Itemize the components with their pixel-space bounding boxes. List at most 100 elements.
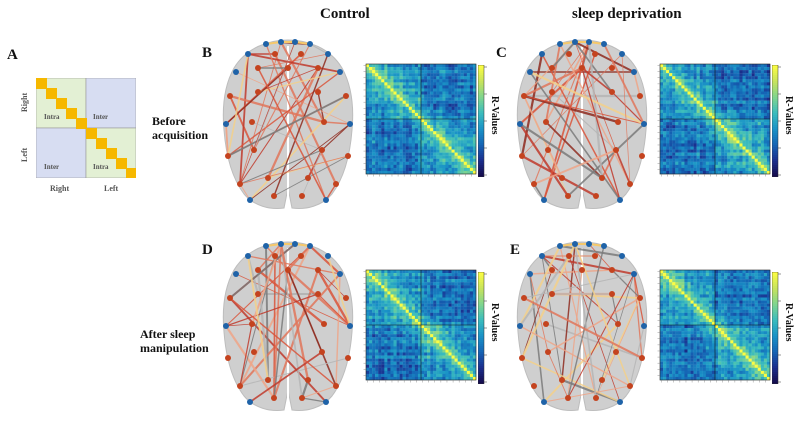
heatmap-cell — [442, 140, 446, 144]
heatmap-cell — [711, 106, 716, 110]
heatmap-cell — [436, 303, 440, 307]
heatmap-cell — [672, 309, 676, 313]
heatmap-cell — [442, 358, 446, 362]
heatmap-cell — [763, 297, 768, 301]
heatmap-cell — [369, 321, 373, 326]
heatmap-cell — [399, 273, 403, 277]
heatmap-cell — [727, 137, 731, 141]
network-edge — [321, 123, 351, 151]
row-label-after-line1: After sleep — [140, 327, 196, 341]
heatmap-cell — [414, 167, 419, 172]
heatmap-cell — [393, 149, 397, 153]
heatmap-cell — [378, 143, 382, 147]
heatmap-cell — [421, 137, 425, 141]
heatmap-cell — [421, 270, 425, 274]
heatmap-cell — [433, 273, 437, 277]
heatmap-cell — [696, 140, 700, 144]
heatmap-cell — [445, 85, 449, 89]
heatmap-cell — [378, 164, 382, 169]
heatmap-cell — [469, 297, 474, 301]
heatmap-cell — [439, 82, 443, 86]
heatmap-cell — [451, 91, 455, 95]
electrode-node — [323, 399, 329, 405]
heatmap-cell — [372, 373, 376, 378]
heatmap-cell — [757, 161, 761, 165]
heatmap-cell — [681, 103, 685, 107]
heatmap-cell — [702, 312, 706, 316]
heatmap-cell — [445, 367, 449, 371]
heatmap-cell — [451, 158, 455, 162]
heatmap-cell — [721, 294, 725, 298]
heatmap-cell — [424, 106, 428, 110]
heatmap-cell — [393, 276, 397, 280]
heatmap-cell — [433, 340, 437, 344]
heatmap-cell — [454, 349, 458, 353]
heatmap-cell — [748, 297, 752, 301]
heatmap-cell — [372, 137, 376, 141]
heatmap-cell — [460, 300, 464, 304]
heatmap-cell — [742, 306, 746, 310]
heatmap-cell — [742, 79, 746, 83]
heatmap-cell — [460, 155, 464, 159]
heatmap-cell — [417, 140, 422, 144]
heatmap-cell — [405, 97, 409, 101]
heatmap-cell — [708, 315, 713, 320]
heatmap-cell — [739, 164, 743, 169]
heatmap-cell — [766, 112, 771, 117]
heatmap-cell — [433, 161, 437, 165]
heatmap-cell — [393, 328, 397, 332]
heatmap-cell — [430, 300, 434, 304]
heatmap-cell — [424, 331, 428, 335]
heatmap-cell — [693, 297, 697, 301]
heatmap-cell — [745, 146, 749, 150]
heatmap-cell — [736, 300, 740, 304]
heatmap-cell — [708, 303, 713, 307]
heatmap-cell — [439, 79, 443, 83]
heatmap-cell — [427, 125, 431, 129]
heatmap-cell — [436, 334, 440, 338]
heatmap-cell — [384, 300, 388, 304]
heatmap-cell — [372, 125, 376, 129]
heatmap-cell — [715, 270, 719, 274]
heatmap-cell — [433, 167, 437, 172]
heatmap-cell — [445, 361, 449, 365]
heatmap-cell — [369, 85, 373, 89]
network-edge — [519, 255, 570, 327]
electrode-node — [255, 267, 261, 273]
network-edge — [541, 255, 619, 325]
heatmap-cell — [663, 82, 667, 86]
heatmap-cell — [666, 164, 670, 169]
heatmap-cell — [736, 106, 740, 110]
heatmap-cell — [466, 73, 471, 77]
heatmap-cell — [451, 343, 455, 347]
heatmap-cell — [375, 291, 379, 295]
heatmap-cell — [690, 88, 694, 92]
heatmap-cell — [369, 270, 373, 274]
heatmap-cell — [375, 294, 379, 298]
heatmap-cell — [366, 358, 370, 362]
heatmap-cell — [448, 103, 452, 107]
heatmap-cell — [766, 149, 771, 153]
heatmap-cell — [457, 155, 461, 159]
heatmap-cell — [402, 106, 406, 110]
heatmap-cell — [424, 328, 428, 332]
heatmap-cell — [472, 125, 477, 129]
heatmap-cell — [439, 106, 443, 110]
heatmap-cell — [727, 149, 731, 153]
heatmap-cell — [387, 315, 391, 320]
heatmap-cell — [757, 318, 761, 323]
heatmap-cell — [702, 112, 706, 117]
heatmap-cell — [433, 318, 437, 323]
heatmap-cell — [748, 137, 752, 141]
heatmap-cell — [387, 325, 391, 329]
heatmap-cell — [454, 285, 458, 289]
network-edge — [301, 385, 337, 399]
heatmap-cell — [408, 291, 412, 295]
row-label-after-sleep-manipulation: After sleep manipulation — [140, 327, 209, 355]
heatmap-cell — [757, 303, 761, 307]
heatmap-cell — [472, 161, 477, 165]
heatmap-cell — [439, 143, 443, 147]
heatmap-cell — [669, 91, 673, 95]
heatmap-cell — [754, 170, 758, 175]
heatmap-cell — [742, 158, 746, 162]
